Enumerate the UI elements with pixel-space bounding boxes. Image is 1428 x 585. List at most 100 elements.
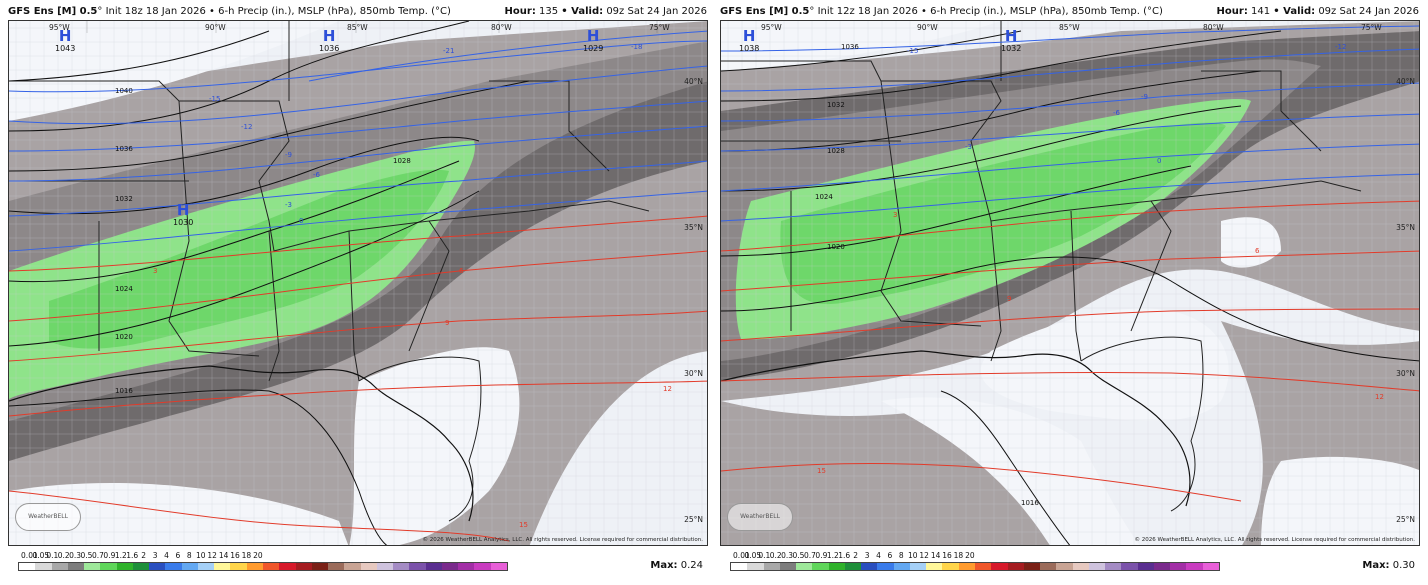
- lon-label: 85°W: [1059, 23, 1080, 32]
- colorbar-swatch: [262, 563, 280, 570]
- panel-header: GFS Ens [M] 0.5° Init 18z 18 Jan 2026 • …: [4, 0, 709, 20]
- isobars: [9, 21, 530, 545]
- colorbar-tick-label: 20: [965, 551, 975, 560]
- colorbar-swatch: [893, 563, 910, 570]
- colorbar-tick-label: 0.05: [32, 551, 50, 560]
- model-subtitle: ° Init 12z 18 Jan 2026 • 6-h Precip (in.…: [809, 6, 1163, 17]
- lon-label: 75°W: [1361, 23, 1382, 32]
- colorbar-swatch: [149, 563, 166, 570]
- colorbar-tick-label: 0.9: [103, 551, 116, 560]
- isobar-label: 1016: [1021, 499, 1039, 507]
- colorbar-tick-label: 1.6: [838, 551, 851, 560]
- map-svg: [721, 21, 1419, 545]
- colorbar-tick-label: 16: [942, 551, 952, 560]
- valid-label: • Valid:: [1273, 6, 1316, 17]
- colorbar-swatch: [116, 563, 133, 570]
- temp-label-warm: 3: [893, 211, 898, 219]
- lat-label: 25°N: [1396, 515, 1415, 524]
- high-pressure-label: H 1032: [1001, 27, 1022, 54]
- colorbar-tick-label: 18: [953, 551, 964, 560]
- state-borders: [721, 21, 1362, 512]
- colorbar-tick-label: 2: [141, 551, 146, 560]
- colorbar-swatch: [279, 563, 296, 570]
- colorbar-tick-label: 14: [930, 551, 941, 560]
- colorbar-swatches: [18, 562, 508, 571]
- model-title: GFS Ens [M] 0.5: [8, 6, 98, 17]
- weather-map: 95°W 90°W 85°W 80°W 75°W 40°N 35°N 30°N …: [720, 20, 1420, 546]
- colorbar-swatch: [1186, 563, 1203, 570]
- lon-label: 85°W: [347, 23, 368, 32]
- map-panel-right: GFS Ens [M] 0.5° Init 12z 18 Jan 2026 • …: [716, 0, 1421, 585]
- colorbar-swatch: [490, 563, 507, 570]
- isobar-label: 1032: [115, 195, 133, 203]
- isobar-label: 1028: [827, 147, 845, 155]
- colorbar-tick-label: 14: [218, 551, 229, 560]
- colorbar-swatch: [19, 563, 36, 570]
- temp-label-warm: 9: [445, 319, 450, 327]
- coastline: [721, 350, 1191, 507]
- lon-label: 90°W: [205, 23, 226, 32]
- weather-map: 95°W 90°W 85°W 80°W 75°W 40°N 35°N 30°N …: [8, 20, 708, 546]
- temp-label-warm: 12: [663, 385, 672, 393]
- precip-colorbar: 0.01 0.05 0.1 0.2 0.3 0.5 0.7 0.9 1.2 1.6 2 3 4 6 8 10 1…: [18, 549, 508, 585]
- colorbar-tick-label: 16: [230, 551, 240, 560]
- colorbar-tick-label: 10: [196, 551, 206, 560]
- colorbar-tick-label: 3: [152, 551, 158, 560]
- colorbar-swatch: [51, 563, 68, 570]
- temp-label-cold: -15: [209, 95, 221, 103]
- colorbar-swatch: [393, 563, 410, 570]
- colorbar-tick-label: 0.5: [792, 551, 805, 560]
- temp-label-cold: -6: [1113, 109, 1120, 117]
- colorbar-tick-label: 0.9: [815, 551, 828, 560]
- valid-value: 09z Sat 24 Jan 2026: [606, 6, 707, 17]
- colorbar-swatch: [409, 563, 426, 570]
- colorbar-swatch: [942, 563, 959, 570]
- temp-label-cold: -12: [241, 123, 253, 131]
- colorbar-tick-label: 20: [253, 551, 263, 560]
- colorbar-swatch: [991, 563, 1008, 570]
- high-pressure-label: H 1036: [319, 27, 340, 54]
- colorbar-swatch: [763, 563, 780, 570]
- colorbar-swatch: [1040, 563, 1057, 570]
- colorbar-swatch: [328, 563, 345, 570]
- county-grid: [9, 21, 707, 545]
- temp-label-warm: 3: [153, 267, 158, 275]
- colorbar-tick-label: 6: [175, 551, 181, 560]
- colorbar-swatch: [84, 563, 101, 570]
- colorbar-swatch: [35, 563, 52, 570]
- precip-colorbar: 0.01 0.05 0.1 0.2 0.3 0.5 0.7 0.9 1.2 1.6 2 3 4 6 8 10 1…: [730, 549, 1220, 585]
- isobar-label: 1020: [115, 333, 133, 341]
- temp-label-warm: 15: [519, 521, 528, 529]
- high-pressure-label: H 1038: [739, 27, 760, 54]
- colorbar-tick-label: 3: [864, 551, 870, 560]
- colorbar-swatch: [1202, 563, 1219, 570]
- valid-label: • Valid:: [561, 6, 604, 17]
- colorbar-tick-label: 1.2: [826, 551, 839, 560]
- colorbar-tick-label: 0.01: [21, 551, 38, 560]
- colorbar-labels: 0.01 0.05 0.1 0.2 0.3 0.5 0.7 0.9 1.2 1.6 2 3 4 6 8 10 1…: [730, 549, 1220, 561]
- copyright-notice: © 2026 WeatherBELL Analytics, LLC. All r…: [422, 537, 703, 543]
- colorbar-swatch: [441, 563, 459, 570]
- temp-label-warm: 12: [1375, 393, 1384, 401]
- colorbar-tick-label: 8: [898, 551, 904, 560]
- temp-label-warm: 15: [817, 467, 826, 475]
- valid-value: 09z Sat 24 Jan 2026: [1318, 6, 1419, 17]
- temp-label-cold: -3: [965, 143, 972, 151]
- high-pressure-label: H 1043: [55, 27, 76, 54]
- temp-label-warm: 9: [1007, 295, 1012, 303]
- temp-label-cold: -21: [443, 47, 455, 55]
- colorbar-tick-label: 0.5: [80, 551, 93, 560]
- colorbar-swatch: [181, 563, 198, 570]
- colorbar-tick-label: 10: [908, 551, 918, 560]
- weatherbell-logo: WeatherBELL: [727, 503, 793, 531]
- colorbar-swatch: [877, 563, 894, 570]
- colorbar-tick-label: 4: [876, 551, 881, 560]
- colorbar-swatch: [958, 563, 975, 570]
- coastline: [9, 365, 474, 522]
- map-panel-left: GFS Ens [M] 0.5° Init 18z 18 Jan 2026 • …: [4, 0, 709, 585]
- temp-lines-cold: [9, 30, 707, 252]
- colorbar-swatch: [731, 563, 748, 570]
- isobar-label: 1032: [827, 101, 845, 109]
- colorbar-swatch: [67, 563, 85, 570]
- colorbar-swatch: [295, 563, 312, 570]
